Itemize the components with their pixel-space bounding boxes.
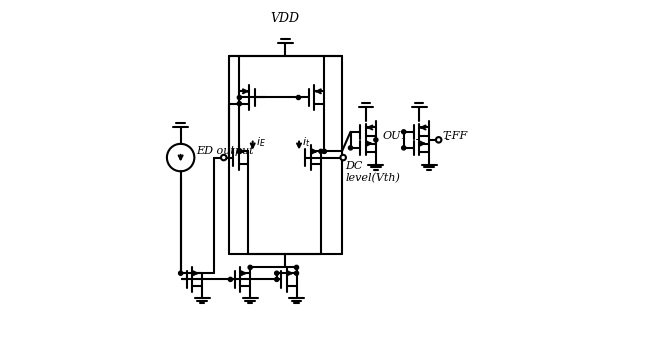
Circle shape	[178, 271, 183, 275]
Circle shape	[221, 155, 227, 160]
Text: $i_E$: $i_E$	[256, 135, 266, 149]
Circle shape	[374, 138, 378, 142]
Text: DC
level(Vth): DC level(Vth)	[345, 161, 400, 183]
Circle shape	[275, 277, 279, 281]
Circle shape	[248, 265, 252, 270]
Circle shape	[319, 149, 323, 153]
Circle shape	[295, 265, 298, 270]
Text: - - -: - - -	[414, 133, 452, 146]
Circle shape	[237, 102, 242, 106]
Text: $i_t$: $i_t$	[302, 135, 311, 149]
Circle shape	[323, 149, 326, 153]
Circle shape	[275, 271, 279, 275]
Text: VDD: VDD	[271, 12, 300, 25]
Circle shape	[295, 271, 298, 275]
Circle shape	[402, 146, 406, 150]
Circle shape	[402, 130, 406, 134]
Circle shape	[237, 95, 242, 100]
Circle shape	[436, 137, 441, 143]
Text: OUT: OUT	[383, 131, 409, 142]
Circle shape	[237, 149, 242, 153]
Circle shape	[229, 277, 232, 281]
Circle shape	[340, 155, 346, 160]
Circle shape	[349, 146, 353, 150]
Circle shape	[296, 95, 300, 100]
Text: ED output: ED output	[196, 146, 254, 156]
Text: T-FF: T-FF	[443, 131, 468, 142]
